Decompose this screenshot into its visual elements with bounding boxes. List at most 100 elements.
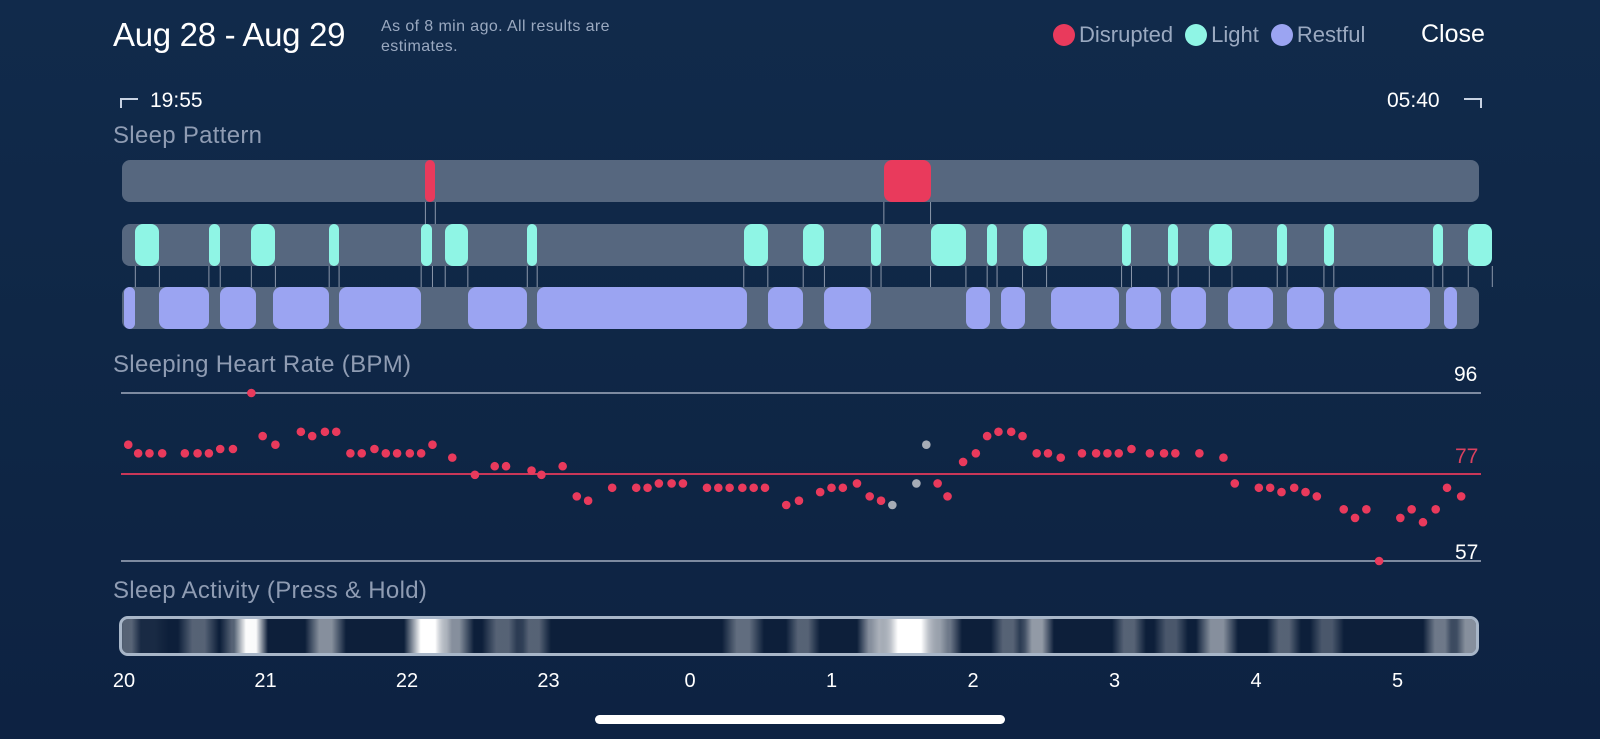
hr-point [180, 449, 190, 458]
axis-tick-label: 3 [1108, 670, 1121, 692]
home-indicator[interactable] [595, 715, 1005, 724]
hr-point [971, 449, 981, 458]
hr-point [725, 483, 734, 493]
restful-segment [339, 287, 422, 329]
hr-point [157, 449, 167, 458]
legend-light: Light [1185, 22, 1259, 48]
hr-point [228, 444, 238, 454]
close-button[interactable]: Close [1421, 20, 1485, 48]
hr-point [994, 427, 1003, 437]
hr-point [204, 449, 214, 458]
hr-point [1418, 517, 1428, 527]
activity-band [1309, 619, 1344, 653]
hr-point [738, 483, 747, 493]
hr-point [1006, 427, 1016, 437]
hr-point [1277, 487, 1286, 497]
activity-band [1267, 619, 1302, 653]
light-segment [743, 224, 768, 266]
legend-restful-label: Restful [1296, 22, 1366, 47]
axis-tick-label: 4 [1250, 670, 1262, 692]
activity-band [122, 619, 142, 653]
activity-band [1154, 619, 1189, 653]
hr-point [678, 479, 688, 488]
hr-point [1127, 444, 1136, 454]
activity-band [432, 619, 474, 653]
hr-point [876, 496, 886, 505]
estimate-note: As of 8 min ago. All results are estimat… [381, 18, 610, 55]
hr-point [1407, 505, 1416, 514]
restful-segment [220, 287, 256, 329]
hr-point [357, 449, 367, 458]
hr-point [865, 492, 875, 501]
light-segment [208, 224, 221, 266]
start-time: 19:55 [150, 89, 203, 112]
hr-min-label: 57 [1455, 541, 1479, 564]
hr-point [247, 388, 256, 398]
hr-point [794, 496, 804, 505]
axis-tick-label: 2 [967, 670, 979, 692]
restful-segment [965, 287, 990, 329]
restful-segment [1001, 287, 1026, 329]
activity-title: Sleep Activity (Press & Hold) [113, 577, 428, 604]
activity-band [1196, 619, 1238, 653]
restful-segment [537, 287, 747, 329]
light-segment [445, 224, 468, 266]
hr-point [1159, 449, 1169, 458]
disrupted-track[interactable] [122, 160, 1479, 202]
axis-tick-label: 0 [684, 670, 696, 692]
hr-point [215, 444, 225, 454]
restful-segment [272, 287, 330, 329]
restful-segment [159, 287, 209, 329]
hr-point [490, 461, 500, 471]
light-track[interactable] [122, 224, 1493, 266]
axis-tick-label: 23 [537, 670, 560, 692]
hr-point [958, 457, 968, 467]
hr-point [133, 449, 143, 458]
hr-point [501, 461, 511, 471]
end-bracket-icon [1464, 98, 1482, 108]
hr-point [1091, 449, 1101, 458]
axis-tick-label: 21 [254, 670, 277, 692]
hr-point [527, 466, 536, 475]
hr-point [1442, 483, 1452, 493]
hr-point [307, 431, 317, 441]
hr-point [1114, 449, 1124, 458]
light-dot-icon [1185, 24, 1208, 46]
axis-tick-label: 5 [1391, 670, 1404, 692]
light-segment [1168, 224, 1179, 266]
hr-point [838, 483, 848, 493]
restful-track[interactable] [122, 287, 1479, 329]
start-bracket-icon [120, 98, 138, 108]
hr-point [193, 449, 202, 458]
hr-point [607, 483, 617, 493]
restful-segment [1125, 287, 1162, 329]
hr-point [1456, 492, 1466, 501]
light-segment [1121, 224, 1132, 266]
hr-point [1103, 449, 1112, 458]
hr-point [1374, 556, 1384, 566]
hr-point [1350, 513, 1360, 523]
restful-segment [1227, 287, 1273, 329]
hr-point [447, 453, 457, 462]
legend-disrupted-label: Disrupted [1079, 22, 1174, 47]
hr-point [1171, 449, 1180, 458]
hr-point [631, 483, 641, 493]
activity-band [1019, 619, 1054, 653]
light-segment [135, 224, 160, 266]
hr-min-line [121, 560, 1481, 562]
hr-point [123, 440, 133, 449]
light-segment [329, 224, 340, 266]
hr-point [1219, 453, 1228, 462]
hr-point [815, 487, 825, 497]
light-segment [803, 224, 825, 266]
hr-point [933, 479, 942, 488]
disrupted-segment [425, 160, 436, 202]
axis-tick-label: 1 [825, 670, 838, 692]
disrupted-dot-icon [1053, 24, 1075, 46]
hr-point [572, 492, 582, 501]
hr-avg-line [121, 473, 1481, 475]
activity-bar[interactable] [119, 616, 1479, 656]
hr-point [781, 500, 791, 510]
light-segment [1209, 224, 1232, 266]
